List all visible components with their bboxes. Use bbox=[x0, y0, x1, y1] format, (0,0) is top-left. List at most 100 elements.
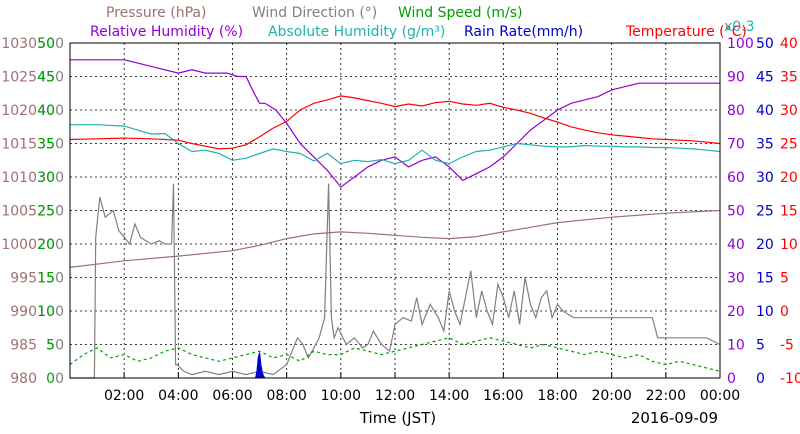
legend-item: Rain Rate(mm/h) bbox=[464, 24, 583, 40]
y-tick-label-wind-speed: 45 bbox=[37, 70, 55, 86]
y-tick-label-wind-speed: 10 bbox=[37, 304, 55, 320]
legend-item: Pressure (hPa) bbox=[106, 5, 206, 21]
grid bbox=[70, 43, 720, 378]
y-tick-label-wind-direction: 50 bbox=[46, 338, 64, 354]
y-tick-label-temperature: -5 bbox=[780, 338, 794, 354]
y-tick-label-humidity: 40 bbox=[727, 237, 745, 253]
legend-item: Relative Humidity (%) bbox=[90, 24, 243, 40]
y-tick-label-wind-direction: 150 bbox=[37, 271, 64, 287]
y-tick-label-wind-direction: 300 bbox=[37, 170, 64, 186]
y-tick-label-rain-rate: 15 bbox=[756, 271, 774, 287]
x-axis-label: Time (JST) bbox=[359, 409, 436, 427]
x-tick-label: 20:00 bbox=[591, 388, 631, 404]
x-tick-label: 22:00 bbox=[646, 388, 686, 404]
y-tick-label-wind-direction: 350 bbox=[37, 137, 64, 153]
y-tick-label-humidity: 0 bbox=[727, 371, 736, 387]
y-tick-label-temperature: 20 bbox=[780, 170, 798, 186]
y-tick-label-wind-speed: 0 bbox=[46, 371, 55, 387]
y-tick-label-wind-direction: 450 bbox=[37, 70, 64, 86]
y-tick-label-rain-rate: 10 bbox=[756, 304, 774, 320]
y-tick-label-temperature: 30 bbox=[780, 103, 798, 119]
y-tick-label-humidity: 80 bbox=[727, 103, 745, 119]
y-tick-label-humidity: 60 bbox=[727, 170, 745, 186]
y-tick-label-rain-rate: 50 bbox=[756, 36, 774, 52]
series-relative-humidity bbox=[70, 59, 720, 188]
y-tick-label-rain-rate: 20 bbox=[756, 237, 774, 253]
date-label: 2016-09-09 bbox=[631, 409, 718, 427]
y-tick-label-humidity: 70 bbox=[727, 137, 745, 153]
series-pressure bbox=[69, 209, 721, 268]
y-tick-label-pressure: 985 bbox=[10, 338, 37, 354]
y-tick-label-wind-direction: 250 bbox=[37, 204, 64, 220]
right-axes: 1009080706050403020100504540353025201510… bbox=[727, 36, 800, 387]
y-tick-label-pressure: 1030 bbox=[1, 36, 37, 52]
y-tick-label-rain-rate: 0 bbox=[756, 371, 765, 387]
y-tick-label-temperature: -10 bbox=[780, 371, 800, 387]
y-tick-label-wind-direction: 500 bbox=[37, 36, 64, 52]
legend-item: Absolute Humidity (g/m³) bbox=[268, 24, 445, 40]
legend-item: Wind Speed (m/s) bbox=[398, 5, 523, 21]
y-tick-label-temperature: 40 bbox=[780, 36, 798, 52]
y-tick-label-wind-speed: 5 bbox=[46, 338, 55, 354]
legend: Pressure (hPa) Wind Direction (°) Wind Spe… bbox=[90, 5, 755, 40]
y-tick-label-temperature: 0 bbox=[780, 304, 789, 320]
y-tick-label-humidity: 50 bbox=[727, 204, 745, 220]
y-tick-label-wind-direction: 100 bbox=[37, 304, 64, 320]
x-tick-label: 08:00 bbox=[266, 388, 306, 404]
y-tick-label-pressure: 1010 bbox=[1, 170, 37, 186]
x-tick-label: 10:00 bbox=[321, 388, 361, 404]
y-tick-label-wind-direction: 400 bbox=[37, 103, 64, 119]
x-tick-label: 18:00 bbox=[537, 388, 577, 404]
x-tick-label: 16:00 bbox=[483, 388, 523, 404]
x-axis-ticks: 02:00 04:00 06:00 08:00 10:00 12:00 14:00 16:00… bbox=[104, 372, 740, 404]
series-wind-speed bbox=[69, 337, 721, 372]
x-tick-label: 04:00 bbox=[158, 388, 198, 404]
y-tick-label-rain-rate: 40 bbox=[756, 103, 774, 119]
x-tick-label: 12:00 bbox=[375, 388, 415, 404]
x-tick-label: 14:00 bbox=[429, 388, 469, 404]
y-tick-label-wind-speed: 35 bbox=[37, 137, 55, 153]
series-temperature bbox=[69, 95, 721, 150]
y-tick-label-temperature: 25 bbox=[780, 137, 798, 153]
x-tick-label: 00:00 bbox=[700, 388, 740, 404]
y-tick-label-rain-rate: 45 bbox=[756, 70, 774, 86]
y-tick-label-humidity: 20 bbox=[727, 304, 745, 320]
series-wind-direction bbox=[70, 183, 721, 379]
y-tick-label-pressure: 980 bbox=[10, 371, 37, 387]
y-tick-label-temperature: 15 bbox=[780, 204, 798, 220]
y-tick-label-wind-speed: 50 bbox=[37, 36, 55, 52]
y-tick-label-rain-rate: 30 bbox=[756, 170, 774, 186]
x-tick-label: 06:00 bbox=[212, 388, 252, 404]
y-tick-label-pressure: 1000 bbox=[1, 237, 37, 253]
y-tick-label-humidity: 30 bbox=[727, 271, 745, 287]
series-lines bbox=[69, 59, 721, 379]
legend-item: Temperature (°C) bbox=[625, 24, 747, 40]
left-axes: 1030102510201015101010051000995990985980… bbox=[1, 36, 64, 387]
y-tick-label-rain-rate: 35 bbox=[756, 137, 774, 153]
y-tick-label-humidity: 100 bbox=[727, 36, 754, 52]
y-tick-label-wind-direction: 200 bbox=[37, 237, 64, 253]
y-tick-label-wind-speed: 25 bbox=[37, 204, 55, 220]
y-tick-label-temperature: 10 bbox=[780, 237, 798, 253]
abs-humidity-scale-note: x0.3 bbox=[724, 19, 755, 35]
y-tick-label-wind-speed: 40 bbox=[37, 103, 55, 119]
y-tick-label-wind-speed: 30 bbox=[37, 170, 55, 186]
y-tick-label-humidity: 90 bbox=[727, 70, 745, 86]
y-tick-label-wind-direction: 0 bbox=[55, 371, 64, 387]
y-tick-label-rain-rate: 5 bbox=[756, 338, 765, 354]
y-tick-label-pressure: 995 bbox=[10, 271, 37, 287]
y-tick-label-humidity: 10 bbox=[727, 338, 745, 354]
y-tick-label-pressure: 1020 bbox=[1, 103, 37, 119]
y-tick-label-pressure: 990 bbox=[10, 304, 37, 320]
y-tick-label-rain-rate: 25 bbox=[756, 204, 774, 220]
y-tick-label-wind-speed: 20 bbox=[37, 237, 55, 253]
y-tick-label-pressure: 1025 bbox=[1, 70, 37, 86]
y-tick-label-wind-speed: 15 bbox=[37, 271, 55, 287]
y-tick-label-pressure: 1005 bbox=[1, 204, 37, 220]
x-tick-label: 02:00 bbox=[104, 388, 144, 404]
series-absolute-humidity bbox=[70, 124, 721, 165]
y-tick-label-temperature: 5 bbox=[780, 271, 789, 287]
y-tick-label-temperature: 35 bbox=[780, 70, 798, 86]
